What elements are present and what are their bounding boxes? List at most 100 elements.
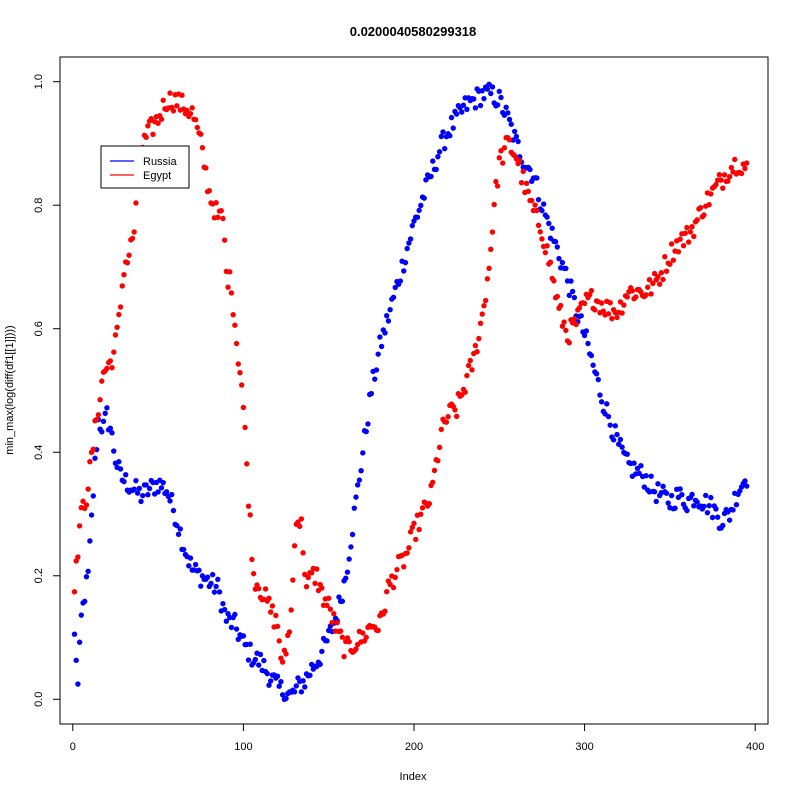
point-russia [607, 422, 613, 428]
point-russia [187, 555, 194, 561]
point-russia [653, 498, 659, 505]
point-egypt [662, 254, 668, 260]
point-russia [569, 288, 576, 295]
point-russia [508, 121, 514, 127]
point-egypt [360, 630, 366, 636]
point-egypt [573, 321, 579, 328]
point-russia [643, 473, 649, 479]
point-russia [598, 399, 605, 405]
point-egypt [529, 197, 535, 204]
point-egypt [95, 412, 102, 418]
point-egypt [689, 224, 695, 230]
point-egypt [283, 651, 289, 657]
point-russia [742, 478, 748, 484]
point-egypt [83, 502, 90, 508]
point-russia [390, 294, 397, 301]
point-russia [302, 684, 308, 690]
point-egypt [133, 200, 139, 206]
point-russia [208, 580, 214, 587]
point-russia [471, 96, 477, 102]
point-egypt [592, 307, 598, 313]
point-russia [355, 482, 361, 488]
point-russia [211, 589, 218, 595]
point-russia [708, 494, 714, 501]
point-russia [343, 575, 349, 581]
point-russia [392, 284, 398, 291]
point-egypt [718, 177, 724, 183]
point-russia [163, 489, 170, 495]
point-russia [134, 490, 141, 496]
point-egypt [607, 300, 613, 306]
point-russia [99, 429, 105, 435]
point-russia [233, 626, 240, 632]
point-russia [267, 678, 274, 684]
point-russia [198, 583, 204, 589]
point-egypt [404, 550, 410, 556]
point-russia [515, 138, 521, 145]
point-russia [373, 367, 380, 373]
point-russia [733, 502, 740, 508]
point-egypt [85, 486, 91, 492]
point-egypt [684, 224, 690, 231]
point-egypt [660, 276, 666, 283]
point-egypt [262, 586, 269, 592]
point-russia [593, 371, 600, 377]
point-egypt [160, 97, 166, 103]
point-russia [489, 84, 496, 90]
point-egypt [464, 372, 470, 379]
point-russia [252, 656, 259, 663]
point-egypt [90, 446, 96, 452]
point-russia [385, 318, 392, 324]
point-russia [346, 556, 352, 562]
point-egypt [124, 260, 131, 266]
point-russia [336, 594, 342, 600]
point-russia [638, 463, 644, 469]
point-egypt [215, 214, 221, 221]
point-egypt [588, 287, 595, 294]
point-russia [307, 672, 313, 679]
point-egypt [174, 103, 180, 109]
point-russia [293, 683, 299, 689]
point-egypt [646, 276, 653, 283]
point-russia [204, 574, 211, 580]
point-egypt [694, 217, 700, 223]
point-russia [143, 482, 149, 488]
point-egypt [189, 105, 195, 111]
point-russia [344, 569, 351, 575]
point-russia [720, 522, 726, 529]
point-egypt [286, 629, 293, 635]
point-russia [534, 175, 540, 181]
point-egypt [274, 623, 281, 630]
point-russia [428, 173, 434, 180]
point-russia [92, 455, 98, 461]
point-russia [556, 255, 562, 262]
point-russia [701, 503, 707, 510]
point-egypt [363, 634, 369, 641]
point-russia [479, 87, 485, 94]
point-russia [138, 498, 144, 505]
point-russia [610, 437, 617, 443]
point-russia [442, 145, 448, 152]
point-egypt [121, 272, 127, 278]
point-russia [278, 678, 284, 685]
point-egypt [720, 185, 726, 191]
point-egypt [645, 284, 651, 290]
point-russia [704, 509, 711, 516]
point-russia [167, 498, 173, 504]
point-egypt [656, 281, 663, 287]
point-egypt [218, 208, 224, 214]
point-egypt [617, 299, 624, 305]
point-egypt [479, 311, 485, 317]
point-egypt [687, 229, 694, 235]
point-egypt [436, 444, 443, 451]
point-russia [104, 405, 110, 411]
point-russia [375, 351, 381, 357]
point-egypt [467, 357, 473, 364]
point-egypt [308, 570, 315, 576]
point-egypt [581, 300, 588, 307]
point-russia [677, 486, 683, 492]
point-egypt [227, 269, 233, 275]
point-egypt [341, 653, 347, 660]
point-russia [220, 600, 226, 607]
x-axis: 0 100 200 300 400 [70, 723, 764, 753]
